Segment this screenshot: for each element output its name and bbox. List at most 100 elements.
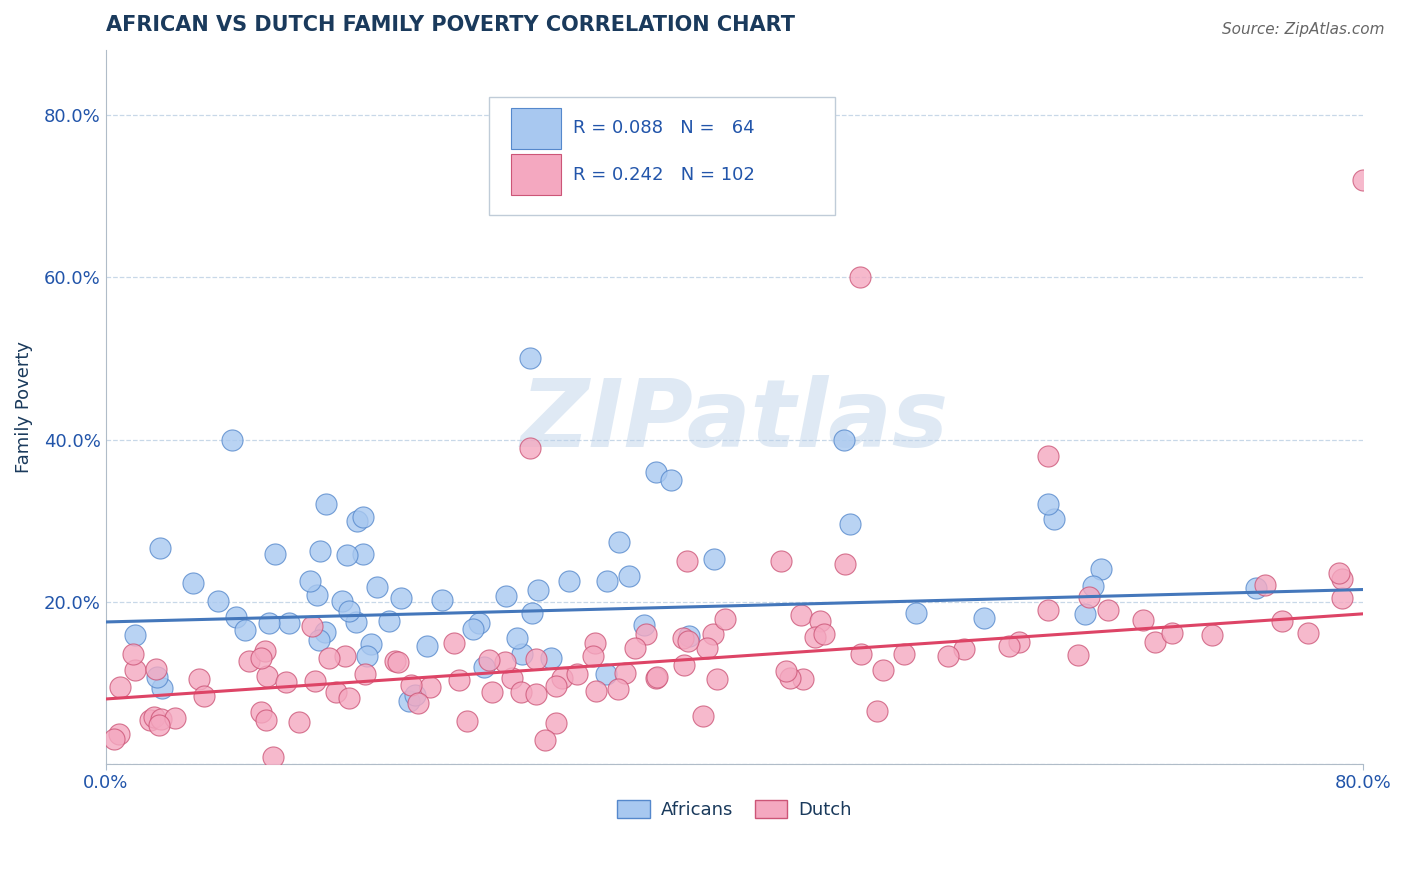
Point — [520, 606, 543, 620]
Text: AFRICAN VS DUTCH FAMILY POVERTY CORRELATION CHART: AFRICAN VS DUTCH FAMILY POVERTY CORRELAT… — [105, 15, 794, 35]
Point — [416, 639, 439, 653]
Point — [360, 637, 382, 651]
Point — [1008, 635, 1031, 649]
Text: ZIPatlas: ZIPatlas — [520, 376, 948, 467]
Point — [813, 627, 835, 641]
Point — [337, 690, 360, 705]
Point — [672, 631, 695, 645]
Point — [401, 678, 423, 692]
Point — [510, 685, 533, 699]
Point — [149, 712, 172, 726]
Point — [262, 750, 284, 764]
Point — [645, 670, 668, 684]
Point — [540, 651, 562, 665]
FancyBboxPatch shape — [489, 97, 835, 214]
Point — [645, 671, 668, 685]
Point — [1074, 607, 1097, 621]
Point — [998, 639, 1021, 653]
Point — [1043, 512, 1066, 526]
Point — [181, 576, 204, 591]
Point — [432, 593, 454, 607]
Point — [779, 671, 801, 685]
Point — [256, 669, 278, 683]
Point — [468, 615, 491, 630]
Point — [257, 616, 280, 631]
Point — [233, 623, 256, 637]
Point — [163, 711, 186, 725]
Point — [558, 574, 581, 588]
Point — [1331, 591, 1354, 606]
Point — [1038, 497, 1060, 511]
Point — [274, 675, 297, 690]
FancyBboxPatch shape — [510, 108, 561, 149]
Point — [419, 681, 441, 695]
Point — [692, 709, 714, 723]
Point — [354, 667, 377, 681]
Point — [404, 689, 426, 703]
Point — [250, 651, 273, 665]
Point — [406, 697, 429, 711]
Point — [330, 594, 353, 608]
Point — [703, 552, 725, 566]
Point — [696, 641, 718, 656]
Point — [352, 547, 374, 561]
Point — [145, 662, 167, 676]
Point — [804, 630, 827, 644]
Point — [512, 647, 534, 661]
Point — [607, 681, 630, 696]
FancyBboxPatch shape — [510, 154, 561, 195]
Point — [108, 727, 131, 741]
Point — [264, 547, 287, 561]
Point — [519, 351, 541, 366]
Point — [678, 629, 700, 643]
Point — [443, 635, 465, 649]
Point — [544, 716, 567, 731]
Point — [481, 685, 503, 699]
Point — [1132, 613, 1154, 627]
Point — [346, 514, 368, 528]
Point — [344, 615, 367, 630]
Point — [1329, 566, 1351, 580]
Point — [336, 548, 359, 562]
Point — [124, 663, 146, 677]
Point — [582, 649, 605, 664]
Point — [314, 625, 336, 640]
Point — [834, 558, 856, 572]
Point — [337, 604, 360, 618]
Point — [333, 648, 356, 663]
Point — [309, 544, 332, 558]
Y-axis label: Family Poverty: Family Poverty — [15, 341, 32, 473]
Point — [1254, 578, 1277, 592]
Point — [398, 694, 420, 708]
Point — [1143, 635, 1166, 649]
Point — [1038, 449, 1060, 463]
Point — [254, 644, 277, 658]
Point — [146, 670, 169, 684]
Point — [607, 535, 630, 549]
Point — [849, 647, 872, 661]
Point — [1271, 614, 1294, 628]
Point — [325, 685, 347, 699]
Point — [1036, 603, 1059, 617]
Legend: Africans, Dutch: Africans, Dutch — [610, 792, 859, 826]
Point — [1351, 173, 1374, 187]
Point — [644, 465, 666, 479]
Point — [1330, 572, 1353, 586]
Point — [838, 517, 860, 532]
Point — [1090, 562, 1112, 576]
Point — [952, 642, 974, 657]
Point — [305, 588, 328, 602]
Point — [352, 510, 374, 524]
Point — [456, 714, 478, 728]
Point — [614, 665, 637, 680]
Point — [595, 667, 617, 681]
Point — [472, 660, 495, 674]
Point — [103, 731, 125, 746]
Point — [250, 705, 273, 719]
Point — [973, 611, 995, 625]
Point — [461, 623, 484, 637]
Point — [865, 704, 887, 718]
Point — [849, 270, 872, 285]
Point — [623, 640, 645, 655]
Point — [478, 653, 501, 667]
